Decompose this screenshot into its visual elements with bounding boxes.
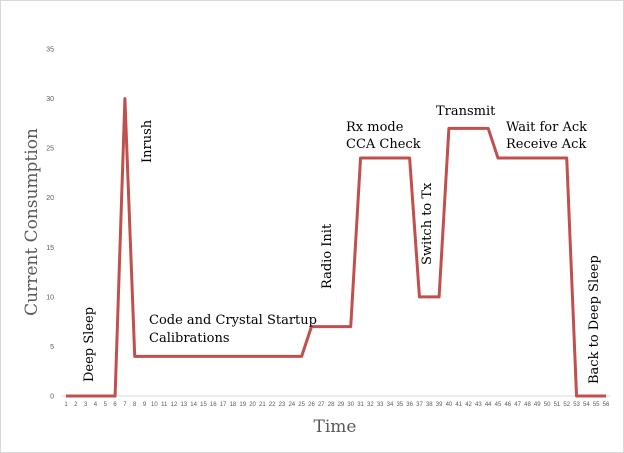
x-tick-label: 13 — [180, 402, 187, 408]
y-axis-title: Current Consumption — [22, 128, 42, 316]
x-tick-labels: 1 2 3 4 5 6 7 8 9 10 11 12 13 14 15 16 17 18 19 20 21 22 23 24 2… — [64, 402, 610, 408]
x-tick-label: 51 — [554, 402, 561, 408]
annotation-calibrations: Calibrations — [149, 331, 230, 346]
x-tick-label: 52 — [563, 402, 570, 408]
annotation-wait-for-ack: Wait for Ack — [506, 120, 587, 135]
x-tick-label: 55 — [593, 402, 600, 408]
y-tick-label: 5 — [50, 344, 54, 351]
annotation-radio-init: Radio Init — [320, 223, 335, 289]
x-tick-label: 41 — [455, 402, 462, 408]
x-tick-label: 24 — [288, 402, 295, 408]
x-tick-label: 8 — [133, 402, 137, 408]
x-tick-label: 7 — [123, 402, 127, 408]
annotation-code-crystal-startup: Code and Crystal Startup — [149, 313, 317, 328]
x-tick-label: 20 — [249, 402, 256, 408]
x-tick-label: 42 — [465, 402, 472, 408]
annotation-inrush: Inrush — [140, 119, 155, 163]
x-tick-label: 15 — [200, 402, 207, 408]
y-tick-label: 15 — [46, 245, 54, 252]
x-tick-label: 23 — [279, 402, 286, 408]
x-tick-label: 2 — [74, 402, 78, 408]
y-tick-label: 25 — [46, 146, 54, 153]
x-tick-label: 54 — [583, 402, 590, 408]
x-tick-label: 9 — [143, 402, 147, 408]
y-tick-label: 0 — [50, 394, 54, 401]
x-tick-label: 5 — [104, 402, 108, 408]
x-tick-label: 46 — [504, 402, 511, 408]
x-tick-label: 18 — [230, 402, 237, 408]
x-tick-label: 27 — [318, 402, 325, 408]
x-tick-label: 56 — [603, 402, 610, 408]
x-tick-label: 4 — [94, 402, 98, 408]
x-tick-label: 36 — [406, 402, 413, 408]
x-tick-label: 14 — [190, 402, 197, 408]
annotation-receive-ack: Receive Ack — [506, 137, 586, 152]
x-tick-label: 29 — [338, 402, 345, 408]
x-tick-label: 39 — [436, 402, 443, 408]
x-tick-label: 30 — [347, 402, 354, 408]
x-tick-label: 26 — [308, 402, 315, 408]
x-tick-label: 50 — [544, 402, 551, 408]
x-tick-label: 44 — [485, 402, 492, 408]
annotation-transmit: Transmit — [436, 104, 496, 119]
x-tick-label: 33 — [377, 402, 384, 408]
x-tick-label: 38 — [426, 402, 433, 408]
y-tick-label: 30 — [46, 96, 54, 103]
y-tick-label: 10 — [46, 294, 54, 301]
x-tick-label: 6 — [113, 402, 117, 408]
x-tick-label: 37 — [416, 402, 423, 408]
annotation-rx-mode: Rx mode — [346, 120, 404, 135]
x-tick-label: 16 — [210, 402, 217, 408]
annotation-back-to-deep-sleep: Back to Deep Sleep — [587, 255, 602, 384]
x-tick-label: 32 — [367, 402, 374, 408]
x-tick-label: 17 — [220, 402, 227, 408]
annotation-switch-to-tx: Switch to Tx — [420, 182, 435, 265]
x-tick-label: 22 — [269, 402, 276, 408]
y-tick-labels: 0 5 10 15 20 25 30 35 — [46, 47, 54, 401]
x-tick-label: 19 — [239, 402, 246, 408]
x-tick-label: 45 — [495, 402, 502, 408]
x-tick-label: 21 — [259, 402, 266, 408]
x-tick-label: 40 — [446, 402, 453, 408]
y-tick-label: 35 — [46, 47, 54, 54]
x-tick-label: 10 — [151, 402, 158, 408]
x-tick-label: 43 — [475, 402, 482, 408]
x-tick-label: 11 — [161, 402, 168, 408]
x-tick-label: 28 — [328, 402, 335, 408]
x-tick-label: 12 — [171, 402, 178, 408]
x-tick-label: 25 — [298, 402, 305, 408]
x-tick-label: 47 — [514, 402, 521, 408]
y-tick-label: 20 — [46, 195, 54, 202]
annotation-deep-sleep: Deep Sleep — [82, 307, 97, 382]
x-tick-label: 35 — [396, 402, 403, 408]
x-tick-label: 34 — [387, 402, 394, 408]
x-tick-label: 49 — [534, 402, 541, 408]
annotation-cca-check: CCA Check — [346, 137, 421, 152]
x-tick-label: 3 — [84, 402, 88, 408]
x-tick-label: 31 — [357, 402, 364, 408]
x-tick-label: 53 — [573, 402, 580, 408]
x-axis-title: Time — [314, 417, 357, 437]
series-line — [66, 97, 606, 398]
x-tick-label: 48 — [524, 402, 531, 408]
x-tick-label: 1 — [64, 402, 68, 408]
